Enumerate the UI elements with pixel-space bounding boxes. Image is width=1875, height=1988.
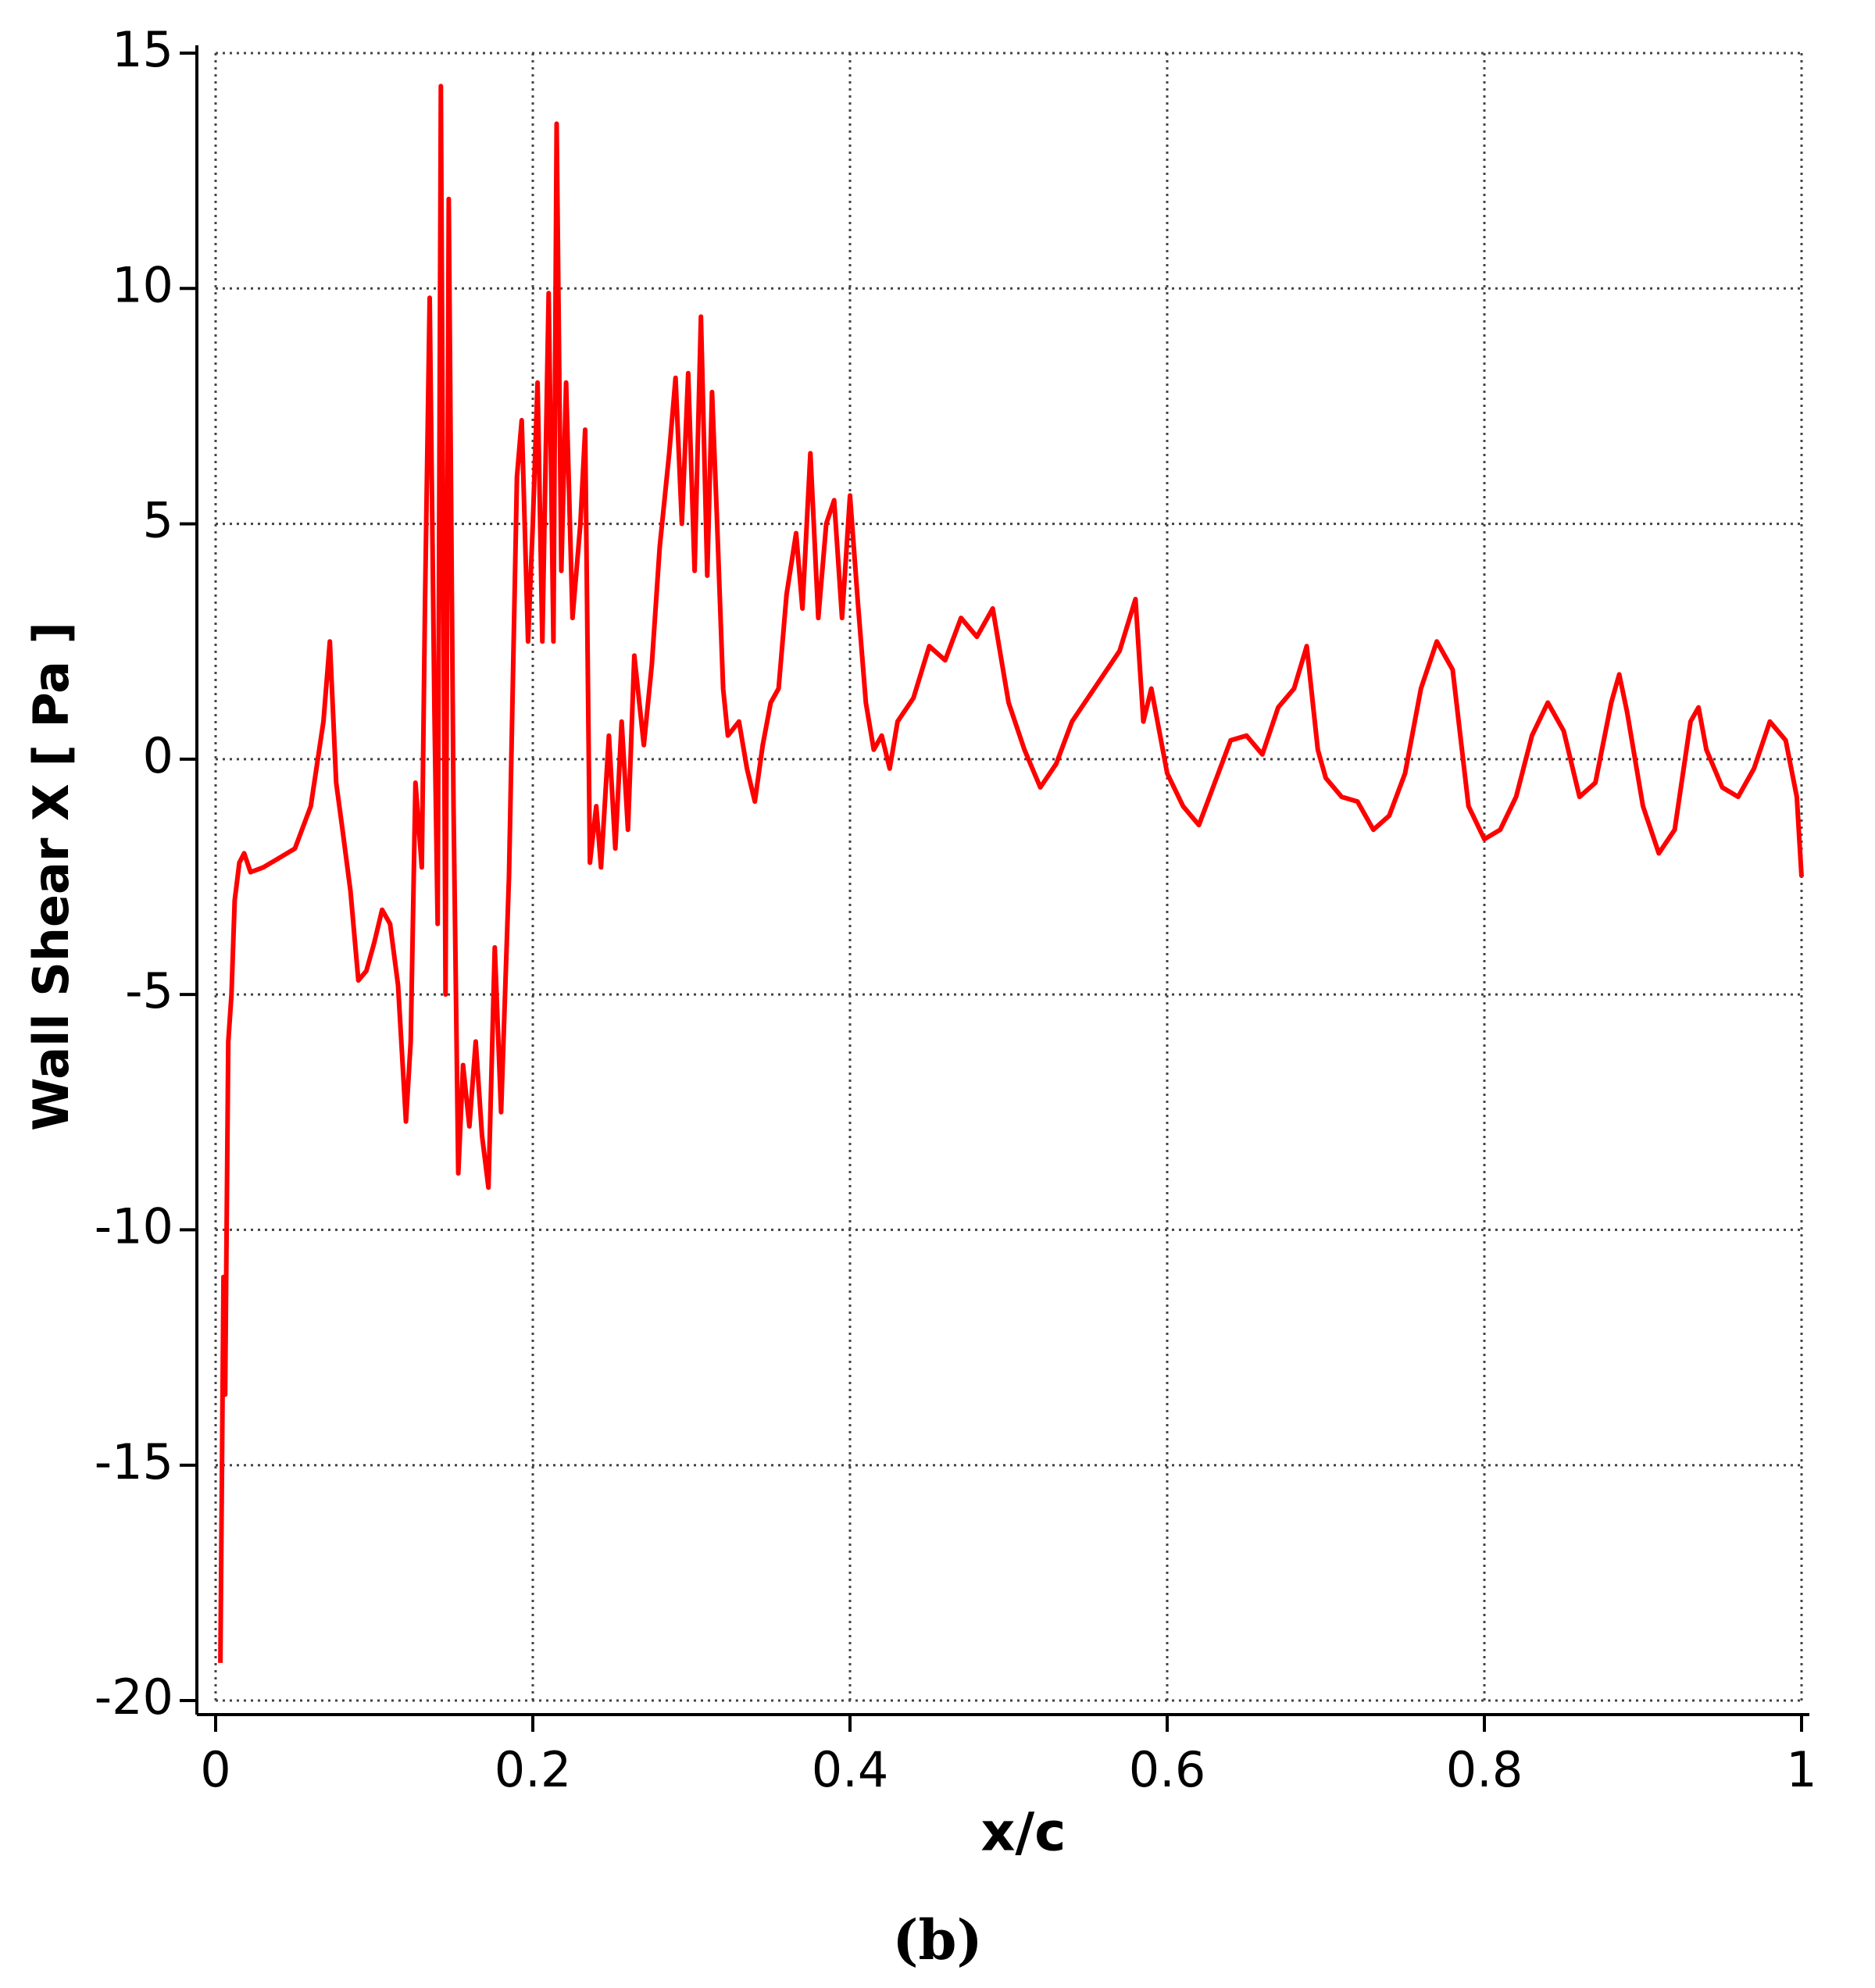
y-axis-label: Wall Shear X [ Pa ] bbox=[23, 622, 80, 1131]
y-tick-label: -15 bbox=[95, 1433, 173, 1490]
x-tick-label: 0.6 bbox=[1129, 1741, 1206, 1798]
x-axis-label: x/c bbox=[980, 1802, 1066, 1864]
x-tick-label: 0.4 bbox=[812, 1741, 889, 1798]
x-tick-label: 1 bbox=[1786, 1741, 1816, 1798]
y-tick-label: 5 bbox=[143, 492, 173, 549]
y-tick-label: 0 bbox=[143, 727, 173, 784]
x-tick-label: 0.2 bbox=[495, 1741, 572, 1798]
caption: (b) bbox=[892, 1908, 982, 1972]
y-tick-label: 15 bbox=[112, 21, 173, 78]
y-tick-label: -10 bbox=[95, 1198, 173, 1255]
x-tick-label: 0 bbox=[200, 1741, 230, 1798]
y-tick-label: 10 bbox=[112, 256, 173, 313]
y-tick-label: -20 bbox=[95, 1669, 173, 1726]
y-tick-label: -5 bbox=[125, 962, 173, 1019]
x-tick-label: 0.8 bbox=[1446, 1741, 1523, 1798]
data-line bbox=[218, 84, 1804, 1663]
